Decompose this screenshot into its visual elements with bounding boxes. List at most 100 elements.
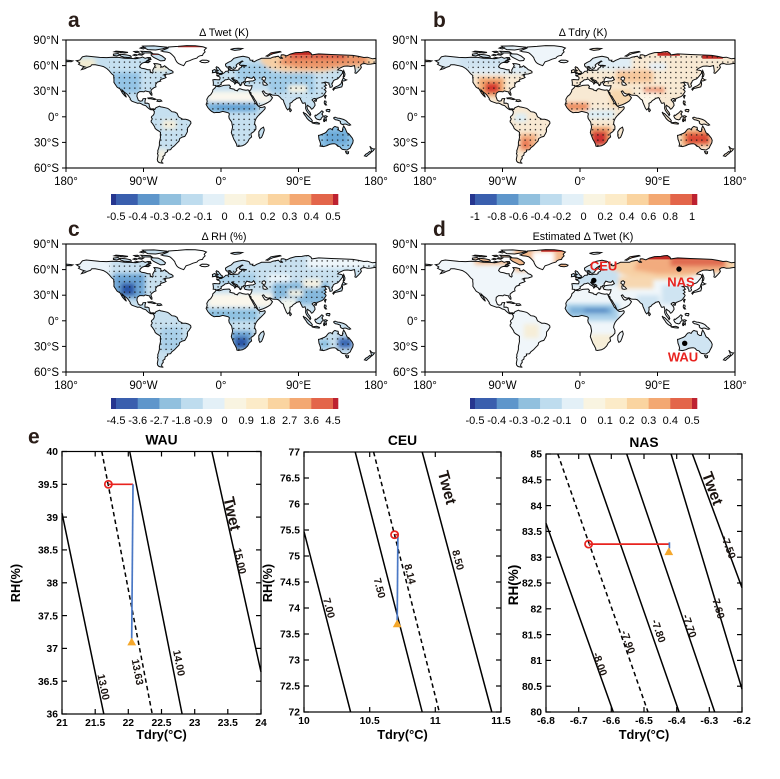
svg-text:e: e [28, 426, 40, 449]
svg-text:11: 11 [430, 716, 441, 727]
svg-text:-6.6: -6.6 [602, 716, 620, 727]
svg-text:-0.3: -0.3 [150, 211, 169, 223]
svg-text:90°N: 90°N [392, 35, 418, 47]
svg-text:21: 21 [56, 718, 68, 729]
svg-text:0: 0 [221, 415, 227, 427]
svg-text:39: 39 [47, 513, 59, 524]
svg-text:60°N: 60°N [33, 265, 59, 277]
svg-text:30°N: 30°N [392, 290, 418, 302]
svg-text:-0.2: -0.2 [531, 415, 550, 427]
svg-text:21.5: 21.5 [85, 718, 105, 729]
svg-text:180°: 180° [364, 176, 388, 188]
svg-text:Δ Twet (K): Δ Twet (K) [199, 27, 249, 39]
svg-text:-0.5: -0.5 [466, 415, 485, 427]
svg-text:-0.4: -0.4 [128, 211, 147, 223]
svg-text:b: b [433, 9, 446, 32]
svg-text:-1: -1 [470, 211, 480, 223]
svg-text:74: 74 [289, 604, 301, 615]
svg-text:d: d [433, 218, 446, 241]
svg-text:11.5: 11.5 [491, 716, 511, 727]
svg-text:0°: 0° [216, 176, 227, 188]
svg-text:40: 40 [47, 447, 59, 458]
svg-text:36.5: 36.5 [38, 677, 58, 688]
svg-text:38.5: 38.5 [38, 546, 58, 557]
svg-text:Tdry(°C): Tdry(°C) [377, 727, 428, 742]
svg-text:36: 36 [47, 710, 59, 721]
svg-text:0.5: 0.5 [684, 415, 699, 427]
svg-text:30°N: 30°N [33, 290, 59, 302]
svg-text:2.7: 2.7 [282, 415, 297, 427]
svg-text:-6.2: -6.2 [733, 716, 751, 727]
svg-text:30°S: 30°S [34, 137, 59, 149]
svg-text:60°N: 60°N [392, 61, 418, 73]
svg-text:-6.7: -6.7 [570, 716, 588, 727]
svg-text:-0.8: -0.8 [487, 211, 506, 223]
svg-text:30°S: 30°S [393, 137, 418, 149]
svg-text:23: 23 [189, 718, 201, 729]
svg-text:0.4: 0.4 [619, 211, 634, 223]
svg-text:1: 1 [689, 211, 695, 223]
svg-text:60°S: 60°S [34, 163, 59, 175]
svg-text:8.14: 8.14 [401, 563, 418, 586]
svg-text:90°W: 90°W [488, 380, 516, 392]
svg-text:14.00: 14.00 [170, 649, 187, 677]
svg-text:0: 0 [580, 211, 586, 223]
svg-text:60°S: 60°S [393, 367, 418, 379]
svg-text:7.00: 7.00 [320, 597, 337, 620]
svg-text:72.5: 72.5 [280, 682, 300, 693]
svg-text:75: 75 [289, 552, 301, 563]
svg-text:76: 76 [289, 500, 301, 511]
svg-text:90°W: 90°W [488, 176, 516, 188]
svg-text:RH(%): RH(%) [506, 565, 521, 606]
svg-text:84.5: 84.5 [522, 476, 542, 487]
svg-text:4.5: 4.5 [325, 415, 340, 427]
svg-text:-0.5: -0.5 [107, 211, 126, 223]
svg-text:a: a [68, 9, 80, 32]
svg-text:0.2: 0.2 [619, 415, 634, 427]
svg-text:0°: 0° [407, 112, 418, 124]
svg-text:-0.6: -0.6 [509, 211, 528, 223]
svg-text:82.5: 82.5 [522, 579, 542, 590]
svg-text:60°S: 60°S [393, 163, 418, 175]
svg-text:Estimated Δ Twet (K): Estimated Δ Twet (K) [533, 231, 634, 243]
svg-text:0.5: 0.5 [325, 211, 340, 223]
svg-text:0°: 0° [216, 380, 227, 392]
svg-text:0°: 0° [407, 316, 418, 328]
svg-text:90°E: 90°E [286, 176, 311, 188]
svg-text:85: 85 [531, 450, 543, 461]
svg-text:-0.3: -0.3 [509, 415, 528, 427]
svg-text:1.8: 1.8 [260, 415, 275, 427]
svg-text:-4.5: -4.5 [107, 415, 126, 427]
svg-text:80.5: 80.5 [522, 682, 542, 693]
svg-text:15.00: 15.00 [231, 547, 248, 575]
svg-text:90°E: 90°E [645, 176, 670, 188]
svg-text:38: 38 [47, 579, 59, 590]
svg-text:81: 81 [531, 656, 543, 667]
svg-text:37: 37 [47, 644, 59, 655]
svg-text:83.5: 83.5 [522, 527, 542, 538]
svg-text:60°N: 60°N [33, 61, 59, 73]
svg-text:0.3: 0.3 [282, 211, 297, 223]
svg-text:180°: 180° [413, 176, 437, 188]
svg-text:-0.1: -0.1 [552, 415, 571, 427]
svg-text:13.00: 13.00 [94, 673, 111, 701]
svg-text:-0.9: -0.9 [193, 415, 212, 427]
svg-text:13.63: 13.63 [129, 658, 146, 686]
svg-text:0.1: 0.1 [239, 211, 254, 223]
svg-text:30°S: 30°S [34, 341, 59, 353]
svg-text:0.9: 0.9 [239, 415, 254, 427]
svg-text:-0.4: -0.4 [531, 211, 550, 223]
svg-text:81.5: 81.5 [522, 630, 542, 641]
svg-text:-3.6: -3.6 [128, 415, 147, 427]
svg-text:0°: 0° [48, 316, 59, 328]
svg-text:0.4: 0.4 [304, 211, 319, 223]
svg-text:0.3: 0.3 [641, 415, 656, 427]
svg-text:90°E: 90°E [286, 380, 311, 392]
svg-text:23.5: 23.5 [218, 718, 238, 729]
svg-text:80: 80 [531, 708, 543, 719]
svg-text:0°: 0° [575, 380, 586, 392]
svg-text:0°: 0° [48, 112, 59, 124]
svg-text:-6.3: -6.3 [700, 716, 718, 727]
svg-text:72: 72 [289, 708, 301, 719]
svg-text:0: 0 [221, 211, 227, 223]
